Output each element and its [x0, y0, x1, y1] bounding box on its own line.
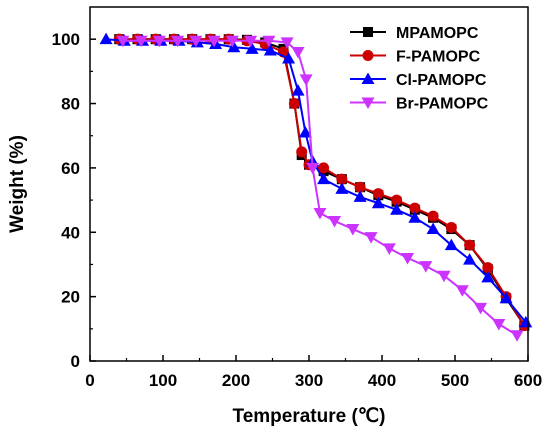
data-point [437, 270, 451, 283]
data-point [99, 32, 113, 45]
data-point [298, 126, 312, 138]
data-point [245, 42, 259, 54]
data-point [408, 211, 422, 223]
data-point [382, 243, 396, 255]
x-ticks: 0 100 200 300 400 500 600 [85, 355, 542, 390]
x-tick-label: 400 [368, 371, 396, 390]
series-br-pamopc [116, 35, 524, 342]
legend-marker [362, 50, 374, 61]
data-point [299, 74, 313, 86]
data-point [335, 182, 349, 194]
legend-entry: F-PAMOPC [350, 49, 481, 66]
data-point [346, 224, 360, 236]
data-point [419, 261, 433, 273]
data-point [318, 162, 330, 174]
data-point [463, 253, 477, 265]
data-point [306, 162, 320, 175]
data-point [291, 47, 305, 59]
data-point [372, 188, 384, 200]
data-point [492, 318, 506, 331]
data-point [371, 196, 385, 209]
legend-label: Cl-PAMOPC [396, 72, 487, 89]
y-axis-title: Weight (%) [7, 135, 28, 233]
legend-label: Br-PAMOPC [396, 96, 489, 113]
y-tick-label: 20 [61, 288, 80, 307]
data-point [464, 239, 476, 251]
legend-entry: Br-PAMOPC [350, 96, 489, 113]
data-point [444, 238, 458, 251]
y-tick-label: 60 [61, 159, 80, 178]
legend-marker [361, 97, 375, 109]
x-tick-label: 100 [149, 371, 177, 390]
data-point [445, 221, 457, 233]
data-point [401, 253, 415, 265]
data-point [474, 302, 488, 315]
data-point [317, 172, 331, 185]
y-tick-label: 80 [61, 95, 80, 114]
x-tick-label: 0 [85, 371, 94, 390]
data-point [409, 202, 421, 214]
y-tick-label: 100 [52, 30, 80, 49]
data-point [427, 210, 439, 222]
data-point [280, 37, 294, 49]
data-point [455, 285, 469, 297]
data-point [227, 40, 241, 53]
data-point [207, 35, 221, 48]
x-tick-label: 300 [295, 371, 323, 390]
data-point [288, 98, 300, 110]
legend-marker [361, 72, 375, 84]
legend-label: MPAMOPC [396, 25, 479, 42]
data-point [282, 51, 296, 64]
data-point [116, 35, 130, 48]
x-tick-label: 500 [441, 371, 469, 390]
data-point [152, 35, 166, 48]
data-point [134, 35, 148, 48]
data-point [189, 35, 203, 48]
data-point [499, 291, 513, 304]
y-tick-label: 40 [61, 223, 80, 242]
data-point [482, 262, 494, 274]
data-point [171, 35, 185, 48]
data-point [296, 146, 308, 158]
data-point [262, 35, 276, 48]
data-point [481, 270, 495, 283]
data-point [353, 190, 367, 202]
data-point [336, 173, 348, 185]
data-point [328, 216, 342, 228]
series-layer [99, 32, 533, 342]
x-axis-title: Temperature (℃) [233, 406, 386, 427]
data-point [390, 203, 404, 215]
data-point [263, 43, 277, 56]
y-tick-label: 0 [71, 352, 80, 371]
data-point [426, 222, 440, 235]
data-point [519, 315, 533, 328]
legend-marker [363, 27, 373, 37]
x-tick-label: 600 [514, 371, 542, 390]
y-ticks: 0 20 40 60 80 100 [52, 30, 96, 371]
data-point [291, 84, 305, 96]
legend-entry: MPAMOPC [350, 25, 479, 42]
data-point [225, 35, 239, 48]
data-point [244, 35, 258, 48]
legend-label: F-PAMOPC [396, 49, 481, 66]
data-point [313, 207, 327, 220]
data-point [510, 330, 524, 342]
x-tick-label: 200 [222, 371, 250, 390]
data-point [391, 194, 403, 206]
legend-entry: Cl-PAMOPC [350, 72, 487, 89]
data-point [364, 232, 378, 244]
legend: MPAMOPC F-PAMOPC Cl-PAMOPC Br-PAMOPC [350, 25, 489, 113]
data-point [354, 181, 366, 193]
